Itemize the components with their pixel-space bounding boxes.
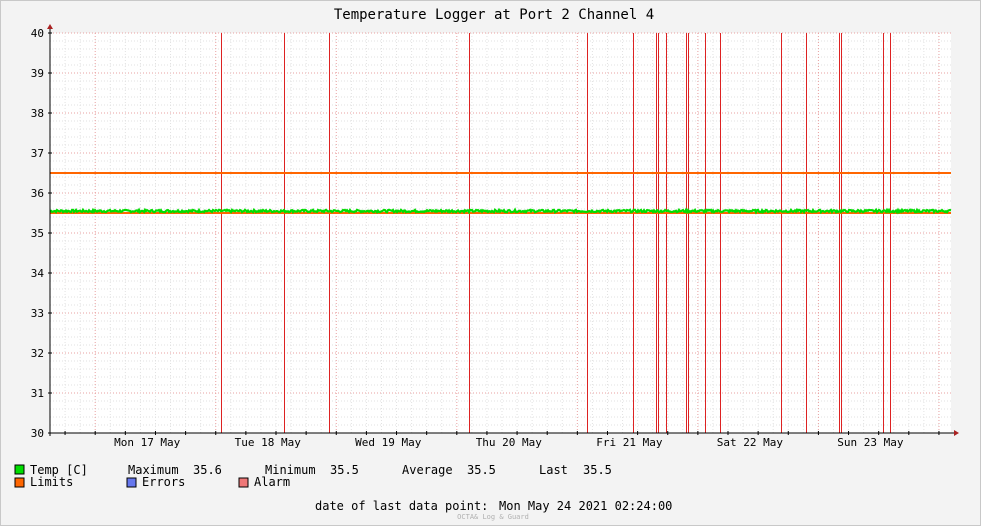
legend-stat-last-value: 35.5 bbox=[583, 463, 612, 477]
y-tick-label: 33 bbox=[31, 307, 44, 320]
legend-swatch-temp bbox=[14, 464, 25, 475]
alarm-events bbox=[221, 33, 891, 433]
y-tick-label: 40 bbox=[31, 27, 44, 40]
x-tick-label: Tue 18 May bbox=[235, 436, 302, 449]
temp-series bbox=[49, 207, 952, 215]
y-axis-arrow bbox=[47, 24, 53, 29]
watermark: OCTA& Log & Guard bbox=[457, 513, 529, 521]
x-axis-arrow bbox=[954, 430, 959, 436]
legend-label-alarm: Alarm bbox=[254, 475, 290, 489]
y-tick-label: 38 bbox=[31, 107, 44, 120]
y-tick-label: 32 bbox=[31, 347, 44, 360]
x-tick-label: Sun 23 May bbox=[837, 436, 904, 449]
legend-stat-min-label: Minimum bbox=[265, 463, 316, 477]
x-tick-label: Wed 19 May bbox=[355, 436, 422, 449]
chart-title: Temperature Logger at Port 2 Channel 4 bbox=[334, 7, 654, 23]
legend-swatch-limits bbox=[14, 477, 25, 488]
y-tick-label: 39 bbox=[31, 67, 44, 80]
y-tick-label: 35 bbox=[31, 227, 44, 240]
last-data-point-value: Mon May 24 2021 02:24:00 bbox=[499, 499, 672, 513]
x-tick-label: Sat 22 May bbox=[717, 436, 784, 449]
grid bbox=[49, 32, 951, 434]
x-tick-label: Mon 17 May bbox=[114, 436, 181, 449]
legend-label-temp: Temp [C] bbox=[30, 463, 88, 477]
temp-line bbox=[49, 207, 952, 215]
legend-stat-max-value: 35.6 bbox=[193, 463, 222, 477]
y-tick-label: 31 bbox=[31, 387, 44, 400]
x-tick-label: Fri 21 May bbox=[596, 436, 663, 449]
x-tick-labels: Mon 17 May Tue 18 May Wed 19 May Thu 20 May… bbox=[64, 431, 940, 449]
legend-stat-avg-value: 35.5 bbox=[467, 463, 496, 477]
legend-stat-avg-label: Average bbox=[402, 463, 453, 477]
legend-label-errors: Errors bbox=[142, 475, 185, 489]
last-data-point-label: date of last data point: bbox=[315, 499, 488, 513]
legend-label-limits: Limits bbox=[30, 475, 73, 489]
legend-stat-min-value: 35.5 bbox=[330, 463, 359, 477]
y-tick-label: 30 bbox=[31, 427, 44, 440]
axes bbox=[47, 24, 959, 436]
y-tick-label: 34 bbox=[31, 267, 45, 280]
x-tick-label: Thu 20 May bbox=[476, 436, 543, 449]
y-tick-labels: 30 31 32 33 34 35 36 37 38 39 40 bbox=[31, 27, 52, 440]
y-tick-label: 36 bbox=[31, 187, 44, 200]
legend-swatch-alarm bbox=[238, 477, 249, 488]
legend-swatch-errors bbox=[126, 477, 137, 488]
legend-stat-last-label: Last bbox=[539, 463, 568, 477]
legend-stat-max-label: Maximum bbox=[128, 463, 179, 477]
y-tick-label: 37 bbox=[31, 147, 44, 160]
